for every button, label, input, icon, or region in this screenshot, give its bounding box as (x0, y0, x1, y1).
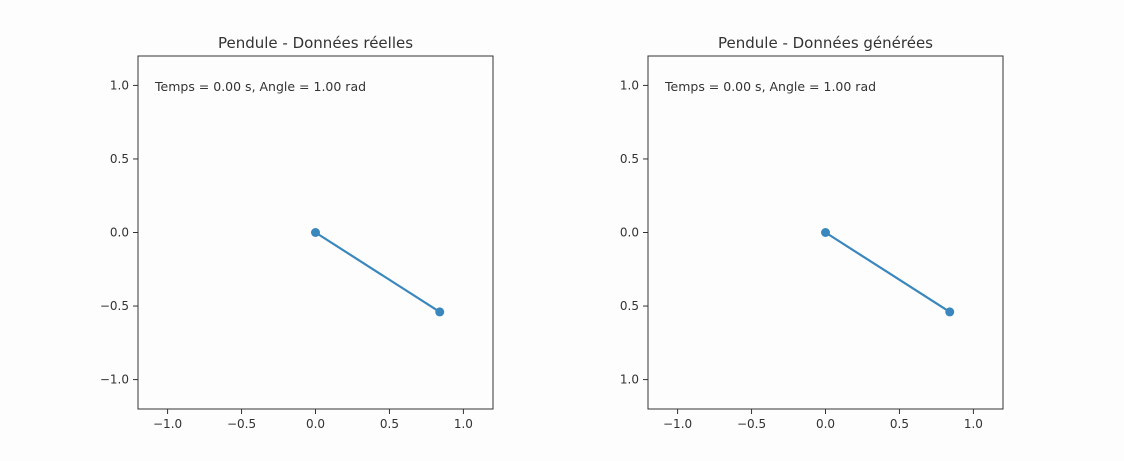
pendulum-rod (824, 231, 951, 313)
subplot-2: Pendule - Données générées −1.0 −0.5 0.0 0.5… (620, 34, 1004, 431)
x-tick-label: −1.0 (663, 417, 692, 431)
pendulum-rod (314, 231, 441, 313)
y-tick-label: 0.0 (110, 226, 129, 240)
chart-title: Pendule - Données réelles (218, 34, 413, 52)
x-tick-label: 1.0 (454, 417, 473, 431)
time-angle-annotation: Temps = 0.00 s, Angle = 1.00 rad (664, 79, 876, 94)
pivot-point (311, 228, 320, 237)
x-tick-label: −0.5 (227, 417, 256, 431)
x-tick-label: −1.0 (153, 417, 182, 431)
time-angle-annotation: Temps = 0.00 s, Angle = 1.00 rad (154, 79, 366, 94)
y-tick-label: 1.0 (620, 78, 639, 92)
y-tick-label: 1.0 (620, 373, 639, 387)
bob-point (435, 307, 445, 317)
bob-point (945, 307, 955, 317)
y-tick-label: −1.0 (100, 373, 129, 387)
y-tick-label: 0.0 (620, 226, 639, 240)
y-tick-label: 0.5 (620, 152, 639, 166)
x-tick-label: −0.5 (737, 417, 766, 431)
subplot-1: Pendule - Données réelles −1.0 −0.5 0.0 0.5 1… (100, 34, 494, 431)
x-tick-label: 0.5 (380, 417, 399, 431)
y-tick-label: 1.0 (110, 78, 129, 92)
y-tick-label: 0.5 (620, 299, 639, 313)
x-tick-label: 0.0 (306, 417, 325, 431)
x-tick-label: 0.0 (816, 417, 835, 431)
y-tick-label: 0.5 (110, 152, 129, 166)
pivot-point (821, 228, 830, 237)
x-tick-label: 0.5 (890, 417, 909, 431)
chart-title: Pendule - Données générées (718, 34, 933, 52)
y-tick-label: −0.5 (100, 299, 129, 313)
x-tick-label: 1.0 (964, 417, 983, 431)
